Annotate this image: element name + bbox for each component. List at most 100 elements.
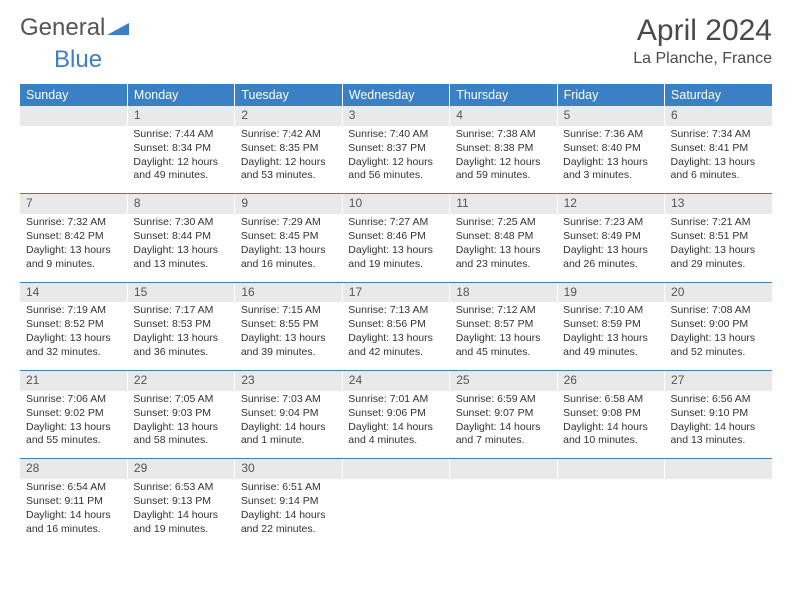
day-detail-cell: Sunrise: 7:03 AMSunset: 9:04 PMDaylight:… bbox=[235, 391, 342, 459]
day-detail-cell: Sunrise: 6:59 AMSunset: 9:07 PMDaylight:… bbox=[450, 391, 557, 459]
sunset-text: Sunset: 9:11 PM bbox=[26, 495, 121, 509]
day-number-cell: 16 bbox=[235, 282, 342, 302]
day-detail-row: Sunrise: 7:19 AMSunset: 8:52 PMDaylight:… bbox=[20, 302, 772, 370]
daylight-text: Daylight: 13 hours and 49 minutes. bbox=[563, 332, 658, 360]
brand-logo: General bbox=[20, 14, 129, 42]
daylight-text: Daylight: 13 hours and 9 minutes. bbox=[26, 244, 121, 272]
day-number-cell: 24 bbox=[342, 370, 449, 390]
day-number-cell: 3 bbox=[342, 106, 449, 126]
sunset-text: Sunset: 8:45 PM bbox=[241, 230, 336, 244]
day-number-cell: 23 bbox=[235, 370, 342, 390]
sunset-text: Sunset: 8:37 PM bbox=[348, 142, 443, 156]
daylight-text: Daylight: 13 hours and 19 minutes. bbox=[348, 244, 443, 272]
daylight-text: Daylight: 14 hours and 22 minutes. bbox=[241, 509, 336, 537]
sunrise-text: Sunrise: 7:13 AM bbox=[348, 304, 443, 318]
sunrise-text: Sunrise: 7:06 AM bbox=[26, 393, 121, 407]
daylight-text: Daylight: 13 hours and 6 minutes. bbox=[671, 156, 766, 184]
sunrise-text: Sunrise: 7:38 AM bbox=[456, 128, 551, 142]
sunset-text: Sunset: 8:34 PM bbox=[133, 142, 228, 156]
sunset-text: Sunset: 9:06 PM bbox=[348, 407, 443, 421]
day-number-cell: 21 bbox=[20, 370, 127, 390]
sunrise-text: Sunrise: 6:51 AM bbox=[241, 481, 336, 495]
month-title: April 2024 bbox=[633, 14, 772, 48]
day-detail-cell: Sunrise: 7:42 AMSunset: 8:35 PMDaylight:… bbox=[235, 126, 342, 194]
day-number-row: 282930 bbox=[20, 459, 772, 479]
day-number-cell bbox=[450, 459, 557, 479]
day-number-cell bbox=[665, 459, 772, 479]
daylight-text: Daylight: 14 hours and 19 minutes. bbox=[133, 509, 228, 537]
day-detail-cell: Sunrise: 7:23 AMSunset: 8:49 PMDaylight:… bbox=[557, 214, 664, 282]
day-number-cell: 14 bbox=[20, 282, 127, 302]
sunset-text: Sunset: 8:38 PM bbox=[456, 142, 551, 156]
day-detail-cell: Sunrise: 7:29 AMSunset: 8:45 PMDaylight:… bbox=[235, 214, 342, 282]
day-number-cell: 2 bbox=[235, 106, 342, 126]
day-detail-cell bbox=[20, 126, 127, 194]
day-number-cell: 7 bbox=[20, 194, 127, 214]
sunrise-text: Sunrise: 7:05 AM bbox=[133, 393, 228, 407]
calendar-table: Sunday Monday Tuesday Wednesday Thursday… bbox=[20, 84, 772, 547]
day-detail-cell: Sunrise: 7:19 AMSunset: 8:52 PMDaylight:… bbox=[20, 302, 127, 370]
sunrise-text: Sunrise: 7:01 AM bbox=[348, 393, 443, 407]
day-detail-cell: Sunrise: 7:13 AMSunset: 8:56 PMDaylight:… bbox=[342, 302, 449, 370]
daylight-text: Daylight: 13 hours and 52 minutes. bbox=[671, 332, 766, 360]
sunset-text: Sunset: 9:14 PM bbox=[241, 495, 336, 509]
day-number-cell: 8 bbox=[127, 194, 234, 214]
day-detail-cell: Sunrise: 6:51 AMSunset: 9:14 PMDaylight:… bbox=[235, 479, 342, 547]
sunrise-text: Sunrise: 7:08 AM bbox=[671, 304, 766, 318]
daylight-text: Daylight: 14 hours and 7 minutes. bbox=[456, 421, 551, 449]
daylight-text: Daylight: 13 hours and 32 minutes. bbox=[26, 332, 121, 360]
day-number-cell: 9 bbox=[235, 194, 342, 214]
daylight-text: Daylight: 13 hours and 3 minutes. bbox=[563, 156, 658, 184]
sunrise-text: Sunrise: 7:10 AM bbox=[563, 304, 658, 318]
sunrise-text: Sunrise: 7:40 AM bbox=[348, 128, 443, 142]
sunset-text: Sunset: 9:03 PM bbox=[133, 407, 228, 421]
sunset-text: Sunset: 8:57 PM bbox=[456, 318, 551, 332]
day-detail-cell: Sunrise: 7:34 AMSunset: 8:41 PMDaylight:… bbox=[665, 126, 772, 194]
sunrise-text: Sunrise: 6:58 AM bbox=[563, 393, 658, 407]
daylight-text: Daylight: 13 hours and 42 minutes. bbox=[348, 332, 443, 360]
daylight-text: Daylight: 13 hours and 16 minutes. bbox=[241, 244, 336, 272]
col-thursday: Thursday bbox=[450, 84, 557, 106]
sunset-text: Sunset: 8:56 PM bbox=[348, 318, 443, 332]
sunset-text: Sunset: 9:08 PM bbox=[563, 407, 658, 421]
day-detail-cell: Sunrise: 7:44 AMSunset: 8:34 PMDaylight:… bbox=[127, 126, 234, 194]
daylight-text: Daylight: 14 hours and 10 minutes. bbox=[563, 421, 658, 449]
daylight-text: Daylight: 14 hours and 4 minutes. bbox=[348, 421, 443, 449]
day-number-cell: 10 bbox=[342, 194, 449, 214]
day-detail-row: Sunrise: 7:06 AMSunset: 9:02 PMDaylight:… bbox=[20, 391, 772, 459]
sunset-text: Sunset: 9:13 PM bbox=[133, 495, 228, 509]
day-number-cell: 28 bbox=[20, 459, 127, 479]
location-subtitle: La Planche, France bbox=[633, 50, 772, 68]
col-monday: Monday bbox=[127, 84, 234, 106]
daylight-text: Daylight: 13 hours and 45 minutes. bbox=[456, 332, 551, 360]
day-detail-cell: Sunrise: 7:10 AMSunset: 8:59 PMDaylight:… bbox=[557, 302, 664, 370]
sunset-text: Sunset: 8:42 PM bbox=[26, 230, 121, 244]
day-number-cell: 13 bbox=[665, 194, 772, 214]
sunset-text: Sunset: 8:44 PM bbox=[133, 230, 228, 244]
day-number-row: 78910111213 bbox=[20, 194, 772, 214]
daylight-text: Daylight: 12 hours and 59 minutes. bbox=[456, 156, 551, 184]
sunrise-text: Sunrise: 7:03 AM bbox=[241, 393, 336, 407]
day-detail-cell: Sunrise: 7:12 AMSunset: 8:57 PMDaylight:… bbox=[450, 302, 557, 370]
daylight-text: Daylight: 13 hours and 29 minutes. bbox=[671, 244, 766, 272]
brand-part1: General bbox=[20, 14, 105, 42]
day-detail-cell: Sunrise: 6:54 AMSunset: 9:11 PMDaylight:… bbox=[20, 479, 127, 547]
day-number-cell: 1 bbox=[127, 106, 234, 126]
day-detail-cell: Sunrise: 7:21 AMSunset: 8:51 PMDaylight:… bbox=[665, 214, 772, 282]
col-tuesday: Tuesday bbox=[235, 84, 342, 106]
day-number-row: 14151617181920 bbox=[20, 282, 772, 302]
day-number-cell: 12 bbox=[557, 194, 664, 214]
sunrise-text: Sunrise: 7:44 AM bbox=[133, 128, 228, 142]
day-header-row: Sunday Monday Tuesday Wednesday Thursday… bbox=[20, 84, 772, 106]
day-detail-cell: Sunrise: 7:32 AMSunset: 8:42 PMDaylight:… bbox=[20, 214, 127, 282]
day-detail-cell bbox=[450, 479, 557, 547]
day-detail-cell: Sunrise: 7:17 AMSunset: 8:53 PMDaylight:… bbox=[127, 302, 234, 370]
day-number-cell: 19 bbox=[557, 282, 664, 302]
day-detail-cell: Sunrise: 6:56 AMSunset: 9:10 PMDaylight:… bbox=[665, 391, 772, 459]
day-number-cell bbox=[342, 459, 449, 479]
sunset-text: Sunset: 9:10 PM bbox=[671, 407, 766, 421]
brand-part2: Blue bbox=[54, 46, 102, 74]
day-number-cell: 22 bbox=[127, 370, 234, 390]
sunrise-text: Sunrise: 7:34 AM bbox=[671, 128, 766, 142]
sunrise-text: Sunrise: 7:42 AM bbox=[241, 128, 336, 142]
